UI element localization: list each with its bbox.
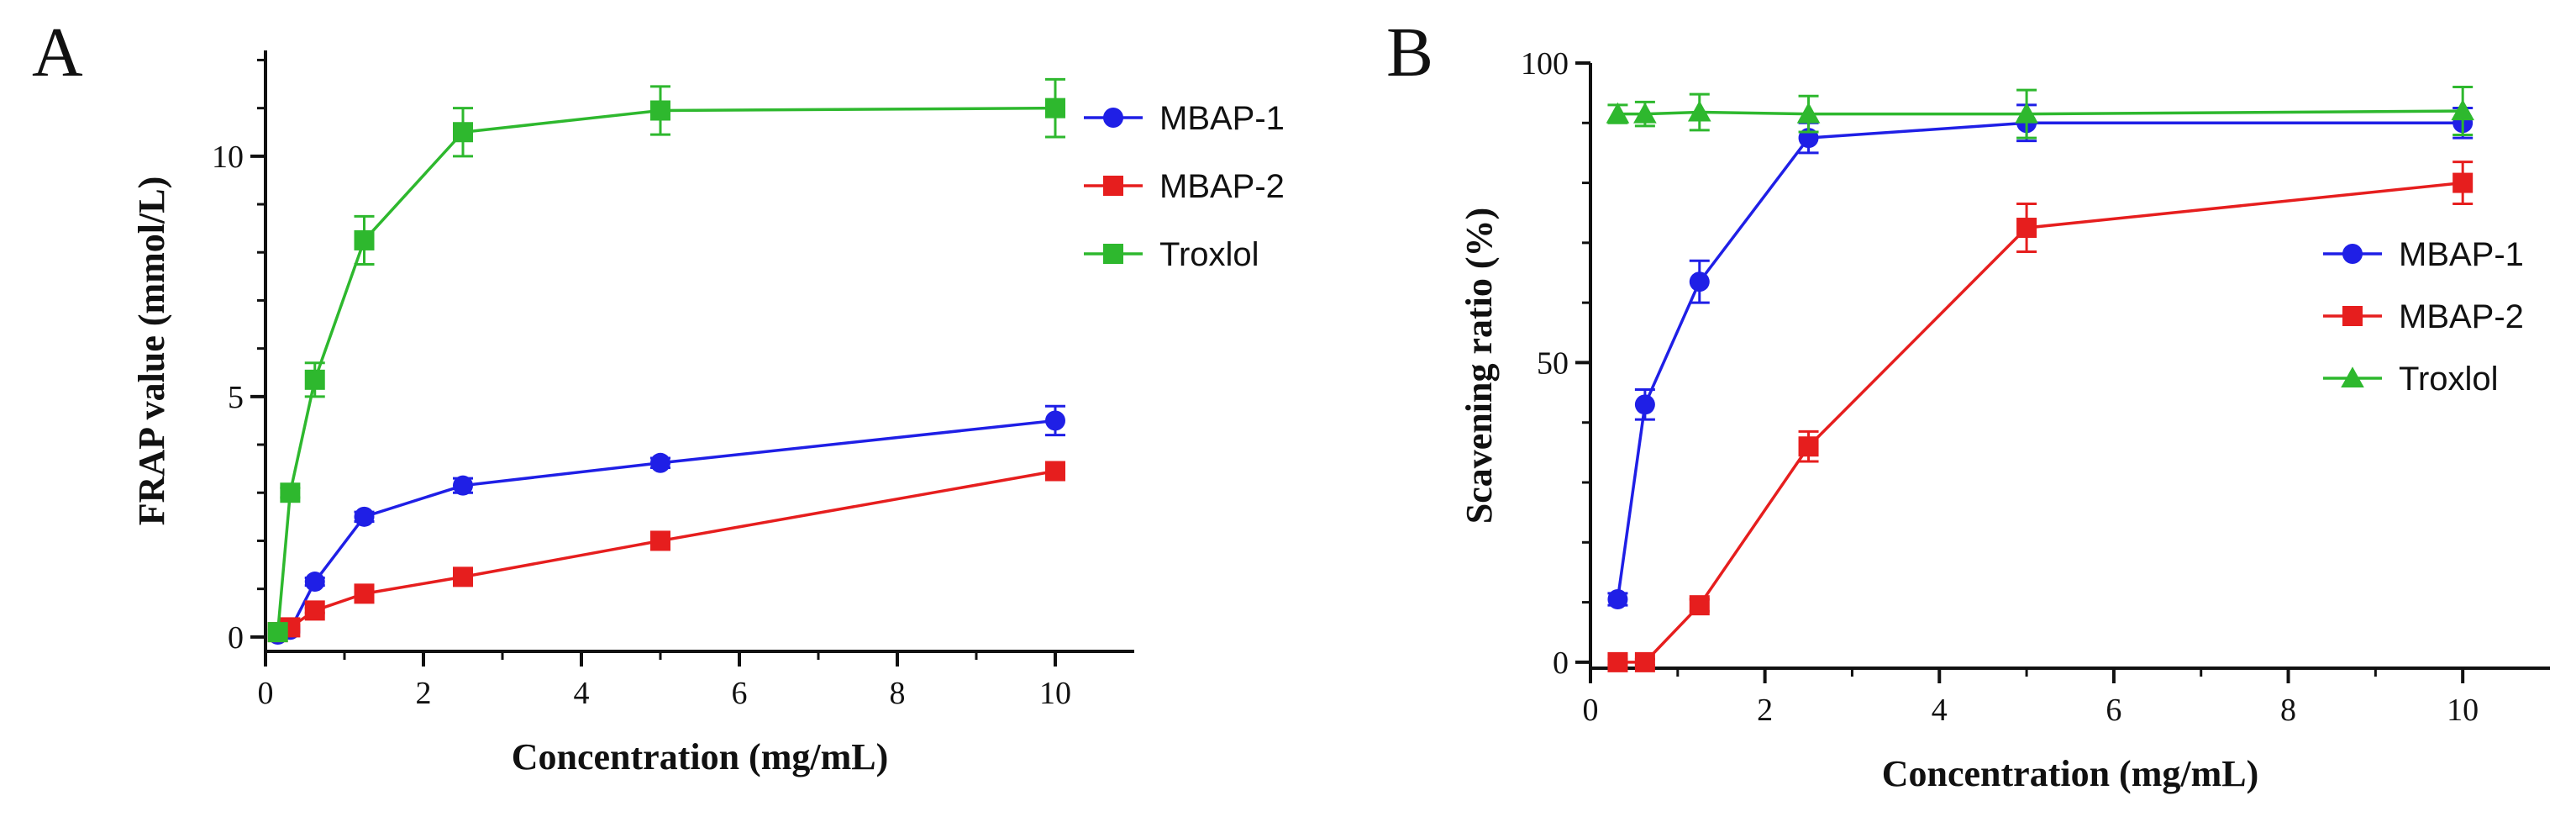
data-point-troxlol (453, 122, 473, 143)
data-point-mbap-1 (354, 506, 375, 527)
x-tick-label: 8 (2280, 693, 2296, 728)
data-point-troxlol (1606, 102, 1630, 124)
y-tick-label: 100 (1521, 46, 1569, 82)
legend-marker-mbap-2 (2342, 306, 2363, 326)
x-tick-label: 10 (1039, 676, 1071, 711)
data-point-mbap-2 (2452, 172, 2473, 193)
legend-label-mbap-1: MBAP-1 (1159, 100, 1285, 137)
data-point-mbap-2 (1607, 651, 1628, 672)
data-point-mbap-1 (1634, 394, 1655, 415)
y-tick-label: 0 (228, 620, 244, 656)
data-point-mbap-2 (453, 566, 473, 588)
x-tick-label: 4 (574, 676, 590, 711)
panel-letter-a: A (32, 13, 83, 92)
x-tick-label: 0 (1583, 693, 1599, 728)
data-point-troxlol (267, 622, 288, 643)
y-axis-title: Scavening ratio (%) (1459, 208, 1500, 524)
data-point-troxlol (354, 229, 375, 250)
data-point-mbap-2 (650, 530, 670, 551)
y-tick-label: 50 (1537, 345, 1569, 381)
data-point-mbap-1 (1689, 271, 1710, 292)
x-tick-label: 6 (732, 676, 748, 711)
y-tick-label: 5 (228, 380, 244, 415)
legend-marker-mbap-1 (2342, 244, 2363, 264)
x-tick-label: 2 (416, 676, 432, 711)
data-point-mbap-2 (1689, 595, 1710, 616)
x-tick-label: 4 (1932, 693, 1948, 728)
data-point-mbap-2 (2016, 218, 2037, 239)
x-axis-title: Concentration (mg/mL) (1882, 753, 2259, 794)
data-point-mbap-1 (1607, 589, 1628, 610)
series-line-mbap-1 (277, 419, 1056, 636)
data-point-mbap-2 (304, 600, 325, 621)
data-point-troxlol (1045, 97, 1065, 119)
legend-marker-troxlol (1103, 244, 1123, 264)
x-tick-label: 2 (1757, 693, 1773, 728)
legend-label-mbap-2: MBAP-2 (1159, 168, 1285, 205)
series-line-troxlol (276, 106, 1056, 633)
data-point-troxlol (304, 369, 325, 390)
x-tick-label: 6 (2105, 693, 2121, 728)
legend-marker-mbap-2 (1103, 176, 1123, 196)
x-tick-label: 0 (258, 676, 274, 711)
legend-marker-troxlol (2341, 366, 2364, 388)
data-point-troxlol (2451, 99, 2474, 121)
data-point-mbap-1 (650, 452, 670, 473)
data-point-mbap-2 (1798, 436, 1819, 457)
y-axis-title: FRAP value (mmol/L) (131, 177, 172, 526)
panel-a-plot: 0 2 4 6 8 10 0 5 10 Concentration (mg/mL) FRAP val… (131, 50, 1285, 777)
legend-label-mbap-2: MBAP-2 (2399, 298, 2524, 335)
data-point-mbap-2 (1634, 651, 1655, 672)
series-line-mbap-2 (277, 469, 1056, 634)
data-point-troxlol (1633, 102, 1657, 124)
legend-label-mbap-1: MBAP-1 (2399, 236, 2524, 273)
data-point-mbap-2 (1045, 461, 1065, 482)
legend-marker-mbap-1 (1103, 108, 1123, 128)
y-tick-label: 10 (212, 140, 244, 175)
data-point-troxlol (1687, 100, 1711, 122)
data-point-troxlol (2015, 102, 2038, 124)
panel-letter-b: B (1386, 13, 1433, 92)
series-line-troxlol (1617, 109, 2463, 116)
data-point-mbap-1 (1045, 410, 1065, 431)
legend-label-troxlol: Troxlol (2399, 361, 2499, 398)
legend-label-troxlol: Troxlol (1159, 236, 1259, 273)
data-point-mbap-1 (304, 572, 325, 593)
data-point-mbap-1 (453, 475, 473, 496)
data-point-mbap-2 (354, 583, 375, 604)
y-tick-label: 0 (1553, 645, 1569, 681)
x-tick-label: 8 (890, 676, 906, 711)
data-point-troxlol (280, 482, 301, 503)
data-point-troxlol (650, 100, 670, 121)
x-axis-title: Concentration (mg/mL) (512, 736, 889, 777)
x-tick-label: 10 (2447, 693, 2479, 728)
series-line-mbap-1 (1616, 121, 2463, 600)
data-point-troxlol (1796, 102, 1821, 124)
